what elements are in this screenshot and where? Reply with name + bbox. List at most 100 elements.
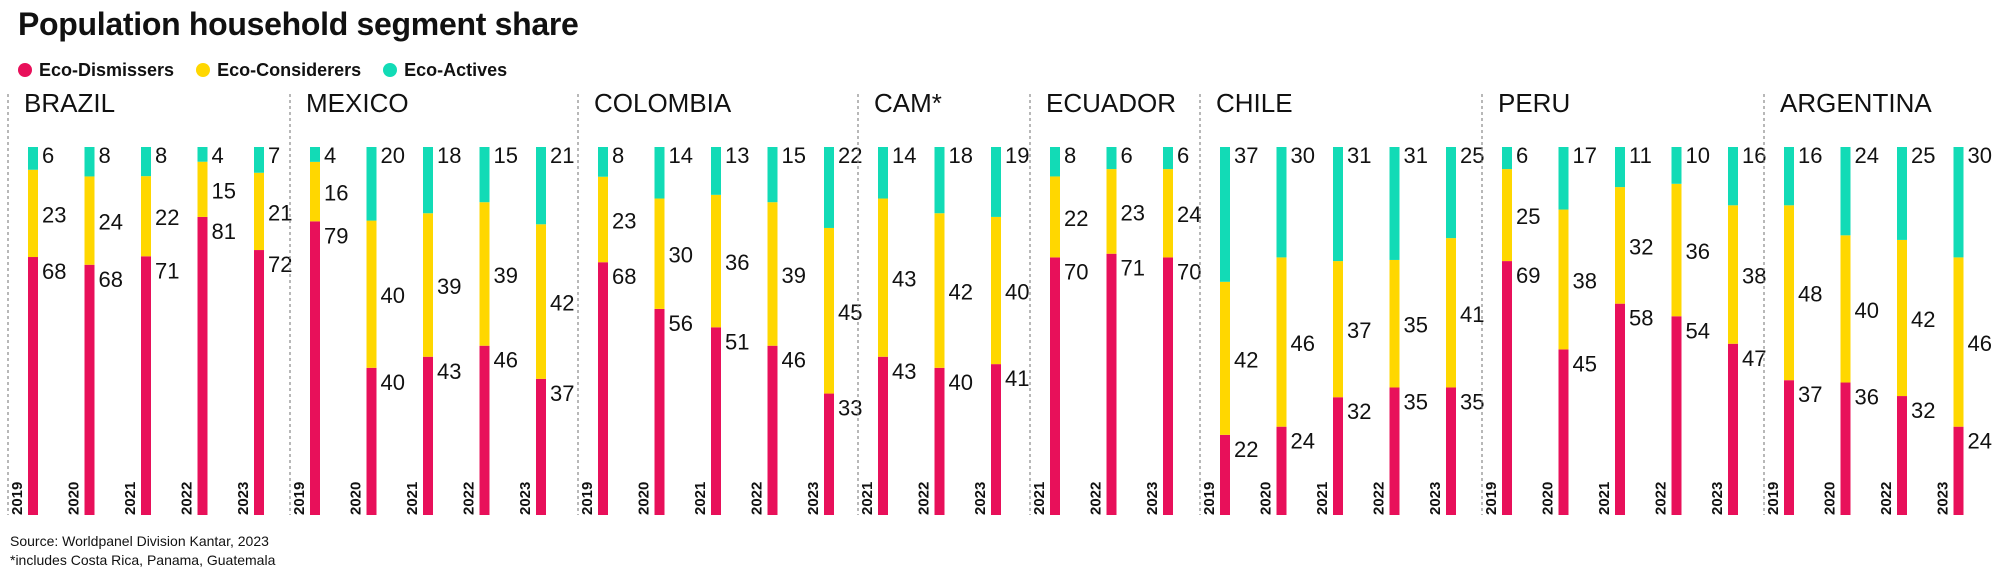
value-label-actives-argentina-2022: 25 <box>1911 143 1935 168</box>
value-label-actives-argentina-2023: 30 <box>1968 143 1992 168</box>
bar-actives-peru-2020 <box>1558 147 1569 210</box>
bar-actives-argentina-2020 <box>1840 147 1851 236</box>
bar-considerers-argentina-2019 <box>1784 205 1794 381</box>
bar-actives-chile-2021 <box>1333 147 1343 262</box>
year-label-argentina-2022: 2022 <box>1878 482 1895 515</box>
value-label-considerers-peru-2022: 36 <box>1686 239 1710 264</box>
bar-dismissers-chile-2022 <box>1389 387 1400 515</box>
bar-dismissers-mexico-2020 <box>366 367 377 515</box>
value-label-considerers-colombia-2022: 39 <box>782 263 806 288</box>
bar-dismissers-peru-2021 <box>1615 303 1625 515</box>
bar-dismissers-brazil-2021 <box>141 256 151 515</box>
year-label-mexico-2019: 2019 <box>291 482 308 515</box>
value-label-dismissers-chile-2020: 24 <box>1291 429 1315 454</box>
bar-dismissers-chile-2019 <box>1220 434 1230 515</box>
country-label-ecuador: ECUADOR <box>1046 88 1176 118</box>
bar-considerers-cam-2022 <box>934 213 945 368</box>
year-label-chile-2022: 2022 <box>1371 482 1388 515</box>
stacked-bar-chart: BRAZIL6823620196824820207122820218115420… <box>7 88 1992 516</box>
year-label-peru-2019: 2019 <box>1483 482 1500 515</box>
value-label-considerers-colombia-2020: 30 <box>669 243 693 268</box>
value-label-actives-cam-2022: 18 <box>949 143 973 168</box>
year-label-peru-2022: 2022 <box>1653 482 1670 515</box>
year-label-colombia-2022: 2022 <box>749 482 766 515</box>
value-label-dismissers-ecuador-2021: 70 <box>1064 259 1088 284</box>
bar-considerers-argentina-2022 <box>1897 239 1907 397</box>
year-label-mexico-2023: 2023 <box>517 482 534 515</box>
value-label-considerers-brazil-2022: 15 <box>212 178 236 203</box>
value-label-dismissers-brazil-2021: 71 <box>155 258 179 283</box>
value-label-actives-ecuador-2022: 6 <box>1121 143 1133 168</box>
value-label-actives-ecuador-2023: 6 <box>1177 143 1189 168</box>
value-label-actives-peru-2022: 10 <box>1686 143 1710 168</box>
bar-dismissers-brazil-2020 <box>84 264 95 515</box>
bar-considerers-brazil-2023 <box>254 172 264 251</box>
bar-actives-ecuador-2023 <box>1163 147 1173 170</box>
value-label-dismissers-chile-2019: 22 <box>1234 437 1258 462</box>
value-label-dismissers-colombia-2020: 56 <box>669 311 693 336</box>
value-label-dismissers-ecuador-2023: 70 <box>1177 259 1201 284</box>
value-label-considerers-ecuador-2021: 22 <box>1064 206 1088 231</box>
bar-dismissers-colombia-2022 <box>767 345 778 515</box>
bar-dismissers-colombia-2019 <box>598 262 608 515</box>
value-label-considerers-argentina-2020: 40 <box>1855 298 1879 323</box>
bar-considerers-mexico-2019 <box>310 161 320 222</box>
value-label-actives-mexico-2021: 18 <box>437 143 461 168</box>
bar-actives-mexico-2022 <box>479 147 490 203</box>
country-label-cam: CAM* <box>874 88 942 118</box>
value-label-actives-mexico-2022: 15 <box>494 143 518 168</box>
year-label-mexico-2021: 2021 <box>404 482 421 515</box>
source-note: Source: Worldpanel Division Kantar, 2023 <box>10 533 269 549</box>
country-label-mexico: MEXICO <box>306 88 409 118</box>
value-label-dismissers-mexico-2020: 40 <box>381 370 405 395</box>
bar-actives-brazil-2023 <box>254 147 264 173</box>
bar-considerers-colombia-2021 <box>711 194 721 328</box>
value-label-considerers-peru-2023: 38 <box>1742 264 1766 289</box>
value-label-actives-cam-2021: 14 <box>892 143 916 168</box>
bar-dismissers-cam-2022 <box>934 367 945 515</box>
value-label-dismissers-brazil-2020: 68 <box>99 267 123 292</box>
bar-actives-cam-2021 <box>878 147 888 199</box>
value-label-dismissers-brazil-2022: 81 <box>212 219 236 244</box>
year-label-cam-2021: 2021 <box>859 482 876 515</box>
value-label-dismissers-peru-2021: 58 <box>1629 306 1653 331</box>
bar-dismissers-argentina-2020 <box>1840 382 1851 515</box>
year-label-peru-2021: 2021 <box>1596 482 1613 515</box>
legend-swatch-eco-dismissers <box>18 63 32 77</box>
value-label-considerers-argentina-2019: 48 <box>1798 282 1822 307</box>
value-label-actives-mexico-2023: 21 <box>550 143 574 168</box>
bar-actives-mexico-2019 <box>310 147 320 162</box>
country-label-chile: CHILE <box>1216 88 1293 118</box>
value-label-considerers-argentina-2023: 46 <box>1968 331 1992 356</box>
year-label-ecuador-2023: 2023 <box>1144 482 1161 515</box>
value-label-actives-brazil-2023: 7 <box>268 143 280 168</box>
value-label-considerers-brazil-2020: 24 <box>99 210 123 235</box>
value-label-actives-peru-2023: 16 <box>1742 143 1766 168</box>
value-label-actives-brazil-2019: 6 <box>42 143 54 168</box>
year-label-colombia-2020: 2020 <box>636 482 653 515</box>
bar-actives-ecuador-2021 <box>1050 147 1060 177</box>
value-label-considerers-argentina-2022: 42 <box>1911 307 1935 332</box>
country-label-colombia: COLOMBIA <box>594 88 732 118</box>
year-label-argentina-2020: 2020 <box>1822 482 1839 515</box>
bar-dismissers-cam-2023 <box>991 364 1001 515</box>
value-label-considerers-ecuador-2022: 23 <box>1121 200 1145 225</box>
bar-dismissers-peru-2023 <box>1728 343 1738 515</box>
value-label-actives-peru-2020: 17 <box>1573 143 1597 168</box>
value-label-considerers-peru-2020: 38 <box>1573 268 1597 293</box>
bar-considerers-chile-2019 <box>1220 281 1230 435</box>
bar-dismissers-peru-2020 <box>1558 349 1569 515</box>
value-label-considerers-chile-2022: 35 <box>1404 313 1428 338</box>
value-label-actives-colombia-2020: 14 <box>669 143 693 168</box>
bar-considerers-cam-2021 <box>878 198 888 357</box>
bar-considerers-colombia-2020 <box>654 198 665 309</box>
bar-considerers-argentina-2020 <box>1840 235 1851 383</box>
bar-considerers-chile-2020 <box>1276 257 1287 427</box>
value-label-actives-brazil-2022: 4 <box>212 143 224 168</box>
year-label-colombia-2023: 2023 <box>805 482 822 515</box>
value-label-actives-brazil-2021: 8 <box>155 143 167 168</box>
bar-dismissers-cam-2021 <box>878 356 888 515</box>
bar-considerers-colombia-2023 <box>824 227 834 394</box>
year-label-argentina-2019: 2019 <box>1765 482 1782 515</box>
legend-label-eco-dismissers: Eco-Dismissers <box>39 59 175 80</box>
